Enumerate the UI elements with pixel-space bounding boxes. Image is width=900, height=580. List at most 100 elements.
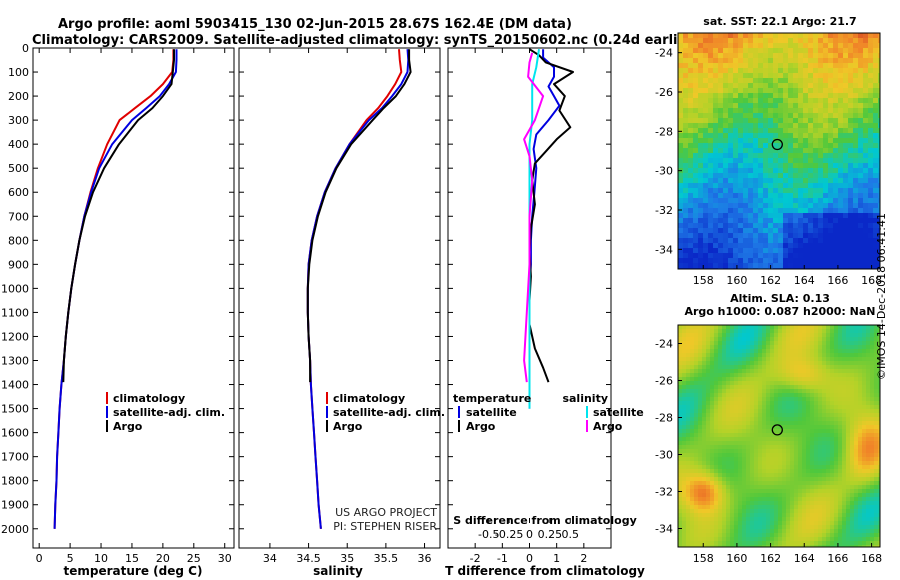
map-cell bbox=[822, 369, 827, 374]
map-cell bbox=[783, 53, 789, 59]
map-cell bbox=[770, 461, 775, 466]
map-cell bbox=[806, 493, 811, 498]
map-cell bbox=[778, 341, 783, 346]
map-cell bbox=[773, 223, 779, 229]
x-tick-label: 5 bbox=[67, 552, 74, 565]
map-cell bbox=[762, 541, 767, 546]
map-cell bbox=[768, 258, 774, 264]
map-cell bbox=[688, 228, 694, 234]
map-cell bbox=[873, 178, 879, 184]
map-cell bbox=[718, 469, 723, 474]
map-cell bbox=[722, 369, 727, 374]
map-cell bbox=[838, 389, 843, 394]
map-cell bbox=[802, 517, 807, 522]
map-cell bbox=[873, 143, 879, 149]
map-cell bbox=[763, 213, 769, 219]
map-cell bbox=[698, 83, 704, 89]
map-cell bbox=[843, 133, 849, 139]
map-cell bbox=[810, 365, 815, 370]
map-cell bbox=[703, 73, 709, 79]
map-cell bbox=[682, 413, 687, 418]
map-cell bbox=[863, 123, 869, 129]
map-cell bbox=[794, 337, 799, 342]
map-cell bbox=[838, 253, 844, 259]
map-cell bbox=[798, 361, 803, 366]
map-cell bbox=[813, 73, 819, 79]
map-cell bbox=[683, 73, 689, 79]
map-cell bbox=[858, 48, 864, 54]
map-cell bbox=[868, 203, 874, 209]
map-cell bbox=[842, 513, 847, 518]
map-cell bbox=[768, 148, 774, 154]
map-cell bbox=[830, 385, 835, 390]
map-cell bbox=[742, 365, 747, 370]
map-cell bbox=[774, 513, 779, 518]
map-cell bbox=[714, 517, 719, 522]
map-cell bbox=[746, 537, 751, 542]
map-cell bbox=[843, 178, 849, 184]
map-cell bbox=[834, 509, 839, 514]
map-cell bbox=[768, 158, 774, 164]
map-cell bbox=[782, 345, 787, 350]
map-cell bbox=[858, 248, 864, 254]
map-cell bbox=[753, 93, 759, 99]
map-cell bbox=[822, 505, 827, 510]
map-cell bbox=[793, 148, 799, 154]
map-cell bbox=[810, 453, 815, 458]
map-cell bbox=[726, 341, 731, 346]
map-cell bbox=[873, 163, 879, 169]
map-cell bbox=[762, 365, 767, 370]
map-cell bbox=[830, 541, 835, 546]
map-cell bbox=[790, 413, 795, 418]
map-cell bbox=[814, 373, 819, 378]
map-cell bbox=[822, 469, 827, 474]
map-cell bbox=[766, 469, 771, 474]
map-cell bbox=[773, 143, 779, 149]
map-cell bbox=[713, 98, 719, 104]
map-cell bbox=[822, 545, 827, 547]
map-cell bbox=[788, 168, 794, 174]
map-cell bbox=[698, 401, 703, 406]
map-cell bbox=[750, 337, 755, 342]
map-cell bbox=[774, 481, 779, 486]
map-cell bbox=[688, 138, 694, 144]
map-cell bbox=[794, 437, 799, 442]
map-cell bbox=[850, 421, 855, 426]
map-cell bbox=[778, 133, 784, 139]
map-cell bbox=[783, 93, 789, 99]
map-cell bbox=[846, 525, 851, 530]
map-cell bbox=[838, 88, 844, 94]
map-cell bbox=[850, 473, 855, 478]
map-cell bbox=[746, 517, 751, 522]
map-cell bbox=[833, 178, 839, 184]
map-cell bbox=[862, 437, 867, 442]
map-cell bbox=[806, 409, 811, 414]
map-cell bbox=[850, 481, 855, 486]
map-cell bbox=[858, 253, 864, 259]
map-cell bbox=[842, 449, 847, 454]
map-cell bbox=[723, 168, 729, 174]
map-cell bbox=[838, 113, 844, 119]
map-cell bbox=[858, 33, 864, 39]
map-cell bbox=[738, 148, 744, 154]
map-cell bbox=[870, 329, 875, 334]
map-cell bbox=[842, 421, 847, 426]
map-cell bbox=[702, 425, 707, 430]
map-cell bbox=[734, 429, 739, 434]
map-cell bbox=[758, 58, 764, 64]
map-cell bbox=[706, 401, 711, 406]
map-cell bbox=[733, 53, 739, 59]
map-cell bbox=[708, 58, 714, 64]
map-cell bbox=[830, 377, 835, 382]
map-cell bbox=[806, 529, 811, 534]
map-cell bbox=[678, 138, 684, 144]
map-cell bbox=[833, 208, 839, 214]
map-cell bbox=[726, 529, 731, 534]
map-cell bbox=[803, 223, 809, 229]
credit-line-2: PI: STEPHEN RISER bbox=[333, 520, 437, 533]
map-cell bbox=[810, 389, 815, 394]
map-cell bbox=[734, 405, 739, 410]
map-cell bbox=[770, 533, 775, 538]
map-cell bbox=[798, 497, 803, 502]
map-cell bbox=[813, 58, 819, 64]
